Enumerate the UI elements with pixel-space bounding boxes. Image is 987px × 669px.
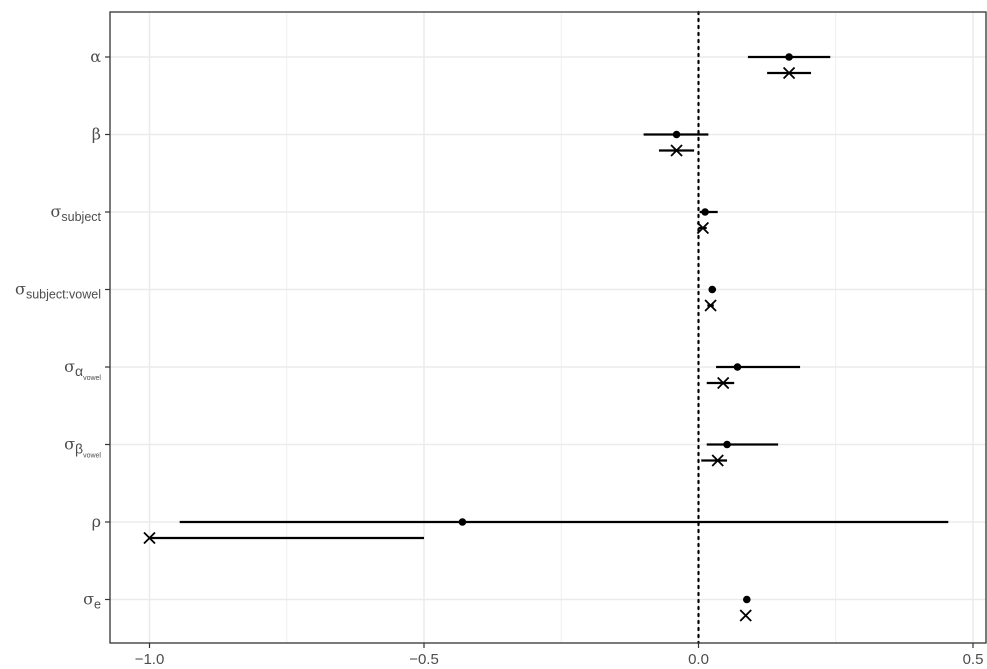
- cross-point: [711, 454, 724, 467]
- dot-point: [708, 285, 717, 294]
- dot-point: [458, 518, 467, 526]
- y-parameter-label: σsubject:vowel: [15, 280, 101, 302]
- dot-point: [785, 53, 793, 61]
- x-tick-label: −1.0: [135, 651, 165, 668]
- y-parameter-label: σαvowel: [64, 357, 101, 382]
- cross-point: [670, 144, 683, 157]
- y-parameter-label: ρ: [92, 512, 101, 531]
- y-parameter-label: σβvowel: [64, 435, 101, 460]
- cross-point: [782, 66, 796, 80]
- dot-point: [733, 363, 742, 371]
- plot-panel: [110, 12, 986, 643]
- y-parameter-label: α: [90, 47, 101, 66]
- panel-border: [109, 11, 987, 644]
- cross-point: [739, 609, 752, 622]
- x-tick-label: −0.5: [409, 651, 439, 668]
- dot-point: [743, 595, 751, 604]
- dot-point: [672, 130, 681, 139]
- y-parameter-label: β: [92, 125, 101, 144]
- dot-point: [723, 440, 731, 449]
- x-tick-label: 0.5: [963, 651, 984, 668]
- dot-point: [701, 208, 709, 216]
- cross-point: [696, 221, 710, 235]
- cross-point: [717, 376, 730, 390]
- y-parameter-label: σsubject: [50, 202, 101, 224]
- y-parameter-label: σe: [83, 590, 101, 612]
- cross-point: [143, 531, 156, 545]
- x-tick-label: 0.0: [688, 651, 709, 668]
- cross-point: [704, 299, 717, 312]
